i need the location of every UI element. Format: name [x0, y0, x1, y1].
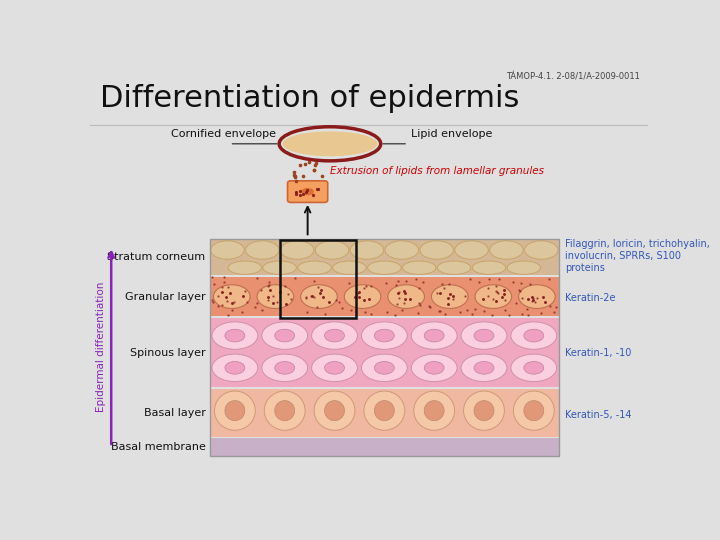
Ellipse shape — [225, 361, 245, 374]
Text: Cornified envelope: Cornified envelope — [171, 129, 276, 139]
Ellipse shape — [298, 261, 331, 274]
Ellipse shape — [461, 322, 507, 349]
Text: Granular layer: Granular layer — [125, 292, 205, 302]
Ellipse shape — [225, 329, 245, 342]
Ellipse shape — [424, 401, 444, 421]
Ellipse shape — [264, 391, 305, 430]
Text: Stratum corneum: Stratum corneum — [107, 252, 205, 262]
Text: TÁMOP-4.1. 2-08/1/A-2009-0011: TÁMOP-4.1. 2-08/1/A-2009-0011 — [505, 72, 639, 82]
Ellipse shape — [314, 391, 355, 430]
Ellipse shape — [525, 241, 558, 259]
Ellipse shape — [424, 361, 444, 374]
Text: Keratin-1, -10: Keratin-1, -10 — [565, 348, 631, 358]
Text: Filaggrin, loricin, trichohyalin,
involucrin, SPRRs, S100
proteins: Filaggrin, loricin, trichohyalin, involu… — [565, 239, 711, 273]
Ellipse shape — [513, 391, 554, 430]
Ellipse shape — [212, 354, 258, 382]
Ellipse shape — [518, 285, 555, 308]
Ellipse shape — [301, 285, 337, 308]
Bar — [210, 239, 559, 456]
FancyBboxPatch shape — [287, 181, 328, 202]
Ellipse shape — [333, 261, 366, 274]
Bar — [210, 438, 559, 456]
Ellipse shape — [385, 241, 418, 259]
Ellipse shape — [325, 329, 344, 342]
Ellipse shape — [524, 401, 544, 421]
Text: Lipid envelope: Lipid envelope — [411, 129, 492, 139]
Ellipse shape — [325, 361, 344, 374]
Ellipse shape — [474, 329, 494, 342]
Ellipse shape — [431, 285, 468, 308]
Ellipse shape — [411, 354, 457, 382]
Ellipse shape — [374, 401, 395, 421]
Bar — [210, 277, 559, 316]
Ellipse shape — [275, 361, 294, 374]
Ellipse shape — [350, 241, 384, 259]
Ellipse shape — [325, 401, 344, 421]
Ellipse shape — [257, 285, 294, 308]
Text: Basal membrane: Basal membrane — [111, 442, 205, 452]
Ellipse shape — [524, 329, 544, 342]
Ellipse shape — [374, 329, 395, 342]
Ellipse shape — [344, 285, 381, 308]
Ellipse shape — [420, 241, 454, 259]
Ellipse shape — [280, 241, 314, 259]
Ellipse shape — [211, 241, 244, 259]
Ellipse shape — [414, 391, 454, 430]
Text: Extrusion of lipids from lamellar granules: Extrusion of lipids from lamellar granul… — [330, 166, 544, 176]
Ellipse shape — [474, 401, 494, 421]
Ellipse shape — [275, 329, 294, 342]
Ellipse shape — [475, 285, 512, 308]
Ellipse shape — [490, 241, 523, 259]
Ellipse shape — [511, 354, 557, 382]
Bar — [210, 319, 559, 387]
Ellipse shape — [212, 322, 258, 349]
Ellipse shape — [315, 241, 348, 259]
Ellipse shape — [524, 361, 544, 374]
Ellipse shape — [455, 241, 488, 259]
Ellipse shape — [282, 131, 377, 156]
Bar — [210, 239, 559, 275]
Ellipse shape — [402, 261, 436, 274]
Ellipse shape — [312, 354, 357, 382]
Ellipse shape — [215, 391, 256, 430]
Bar — [279, 240, 356, 319]
Ellipse shape — [364, 391, 405, 430]
Ellipse shape — [262, 354, 307, 382]
Ellipse shape — [461, 354, 507, 382]
Ellipse shape — [361, 322, 408, 349]
Ellipse shape — [228, 261, 261, 274]
Ellipse shape — [301, 188, 314, 195]
Ellipse shape — [262, 322, 307, 349]
Text: Keratin-2e: Keratin-2e — [565, 293, 616, 302]
Ellipse shape — [472, 261, 505, 274]
Ellipse shape — [263, 261, 297, 274]
Ellipse shape — [464, 391, 505, 430]
Text: Basal layer: Basal layer — [143, 408, 205, 418]
Ellipse shape — [474, 361, 494, 374]
Ellipse shape — [411, 322, 457, 349]
Text: Keratin-5, -14: Keratin-5, -14 — [565, 410, 632, 420]
Ellipse shape — [424, 329, 444, 342]
Ellipse shape — [312, 322, 357, 349]
Ellipse shape — [225, 401, 245, 421]
Ellipse shape — [368, 261, 401, 274]
Ellipse shape — [275, 401, 294, 421]
Ellipse shape — [437, 261, 471, 274]
Ellipse shape — [246, 241, 279, 259]
Ellipse shape — [374, 361, 395, 374]
Text: Epidermal differentiation: Epidermal differentiation — [96, 281, 106, 412]
Ellipse shape — [507, 261, 541, 274]
Ellipse shape — [361, 354, 408, 382]
Text: Spinous layer: Spinous layer — [130, 348, 205, 357]
Ellipse shape — [388, 285, 425, 308]
Text: Differentiation of epidermis: Differentiation of epidermis — [100, 84, 519, 112]
Bar — [210, 389, 559, 437]
Ellipse shape — [213, 285, 250, 308]
Ellipse shape — [511, 322, 557, 349]
